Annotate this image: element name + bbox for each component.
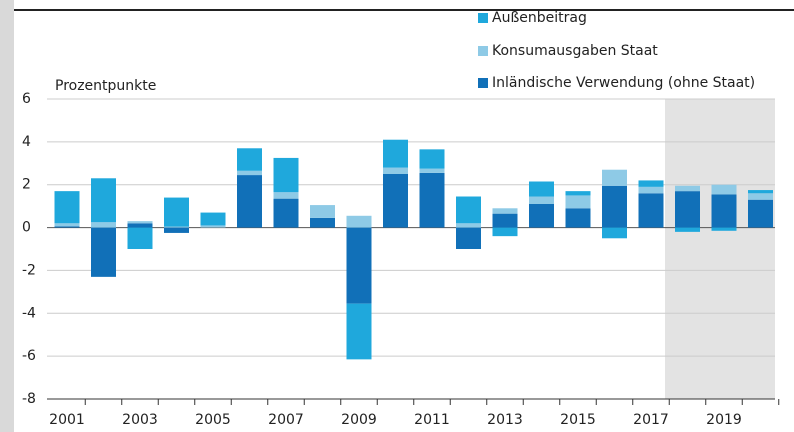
bar (310, 217, 335, 228)
bar (273, 192, 299, 199)
x-tick-label: 2007 (268, 412, 304, 428)
bar (237, 175, 262, 228)
bar (529, 196, 554, 204)
legend-swatch (478, 13, 488, 23)
bar (675, 227, 700, 232)
bar (602, 185, 627, 228)
bar (602, 169, 627, 186)
bar (675, 185, 700, 192)
bar (492, 208, 518, 214)
x-tick-label: 2019 (706, 412, 742, 428)
bar (127, 227, 153, 249)
bar (383, 174, 408, 228)
bar (638, 186, 664, 194)
bar (748, 190, 773, 194)
y-tick-label: -8 (22, 391, 36, 407)
legend-label: Inländische Verwendung (ohne Staat) (492, 75, 755, 91)
x-tick-label: 2009 (341, 412, 377, 428)
x-tick-label: 2005 (195, 412, 231, 428)
bar (164, 227, 189, 233)
y-tick-label: 4 (22, 134, 31, 150)
bar (492, 227, 518, 237)
bar (200, 225, 226, 228)
bar (675, 191, 700, 228)
bar (273, 198, 299, 228)
bar (638, 180, 664, 187)
x-tick-label: 2003 (122, 412, 158, 428)
bar (200, 212, 226, 226)
bar (54, 223, 80, 227)
bar (164, 197, 189, 227)
y-tick-label: 2 (22, 177, 31, 193)
bar (748, 199, 773, 228)
forecast-shade (665, 99, 775, 399)
bar (383, 139, 408, 168)
bar (419, 172, 445, 228)
bar (565, 191, 591, 196)
bar (602, 227, 627, 239)
bar (383, 167, 408, 174)
legend-swatch (478, 78, 488, 88)
bar (419, 168, 445, 173)
bar (346, 227, 372, 304)
bar (419, 149, 445, 169)
bar (456, 196, 481, 224)
y-tick-label: -6 (22, 348, 36, 364)
bar (565, 195, 591, 209)
y-tick-label: 6 (22, 91, 31, 107)
bar (529, 181, 554, 197)
x-tick-label: 2001 (49, 412, 85, 428)
x-tick-label: 2011 (414, 412, 450, 428)
bar (127, 221, 153, 224)
side-strip (0, 0, 14, 432)
bar (54, 226, 80, 228)
bar (711, 194, 737, 228)
bar (127, 223, 153, 228)
bar (310, 205, 335, 218)
bar (565, 208, 591, 228)
bar (492, 213, 518, 228)
bar (711, 227, 737, 231)
bar (529, 204, 554, 228)
y-tick-label: -4 (22, 305, 36, 321)
x-tick-label: 2017 (633, 412, 669, 428)
bar (54, 191, 80, 224)
bar (638, 193, 664, 228)
x-tick-label: 2015 (560, 412, 596, 428)
legend-label: Außenbeitrag (492, 10, 587, 26)
bar (237, 148, 262, 171)
y-tick-label: -2 (22, 262, 36, 278)
bar (456, 223, 481, 228)
bar (164, 226, 189, 228)
bar (346, 215, 372, 228)
y-tick-label: 0 (22, 220, 31, 236)
bar (748, 193, 773, 200)
legend-swatch (478, 46, 488, 56)
bar (91, 222, 116, 228)
legend-label: Konsumausgaben Staat (492, 43, 658, 59)
bar (91, 178, 116, 223)
x-tick-label: 2013 (487, 412, 523, 428)
bar (237, 170, 262, 176)
y-axis-label: Prozentpunkte (55, 78, 156, 94)
bar (273, 157, 299, 193)
bar (91, 227, 116, 277)
bar (456, 227, 481, 249)
bar (711, 184, 737, 195)
bar (346, 303, 372, 360)
